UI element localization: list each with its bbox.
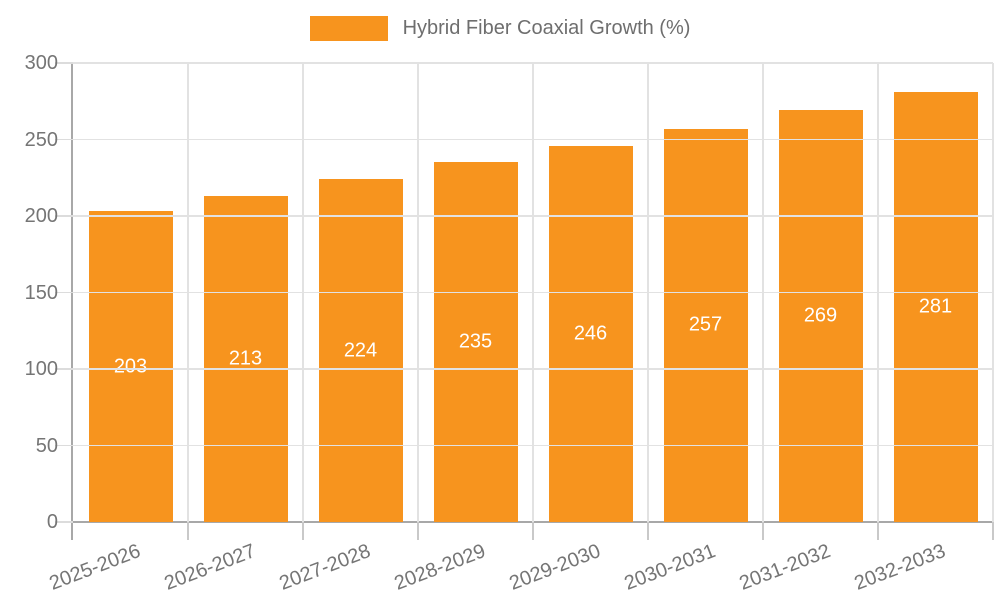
x-axis-line: [71, 521, 993, 523]
bar[interactable]: 246: [548, 145, 633, 522]
x-axis-tick: [187, 522, 189, 540]
legend-item[interactable]: Hybrid Fiber Coaxial Growth (%): [309, 16, 691, 41]
x-axis-tick: [302, 522, 304, 540]
y-axis-tick-label: 150: [24, 281, 58, 304]
y-axis-line: [71, 63, 73, 540]
x-axis-tick: [417, 522, 419, 540]
y-axis-tick: [55, 444, 73, 447]
x-axis-tick-label: 2029-2030: [506, 540, 604, 595]
y-axis-tick: [55, 138, 73, 141]
bar-value-label: 246: [573, 322, 608, 345]
bar[interactable]: 269: [778, 110, 863, 522]
y-axis-tick-label: 100: [24, 358, 58, 380]
bar-value-label: 203: [113, 355, 148, 378]
x-axis-tick: [532, 522, 534, 540]
y-axis-tick: [55, 215, 73, 217]
y-axis-tick-label: 300: [24, 52, 58, 74]
bar-value-label: 213: [228, 347, 263, 370]
y-axis-tick: [55, 291, 73, 294]
x-axis-tick-label: 2025-2026: [46, 540, 144, 595]
x-axis-tick: [647, 522, 649, 540]
y-axis-tick-label: 200: [24, 205, 58, 227]
x-gridline: [417, 63, 419, 522]
x-gridline: [992, 63, 994, 522]
bar-value-label: 281: [918, 295, 953, 318]
bar[interactable]: 281: [893, 92, 978, 522]
bar-value-label: 224: [343, 339, 378, 362]
x-axis-tick-label: 2031-2032: [736, 540, 834, 595]
bar-value-label: 235: [458, 330, 493, 353]
x-axis-tick: [762, 522, 764, 540]
y-axis-tick-label: 250: [24, 128, 58, 151]
legend-swatch-icon: [309, 16, 388, 41]
legend-label: Hybrid Fiber Coaxial Growth (%): [402, 17, 691, 39]
x-axis-tick: [992, 522, 994, 540]
bar-value-label: 269: [803, 304, 838, 327]
y-axis-tick-label: 50: [35, 434, 58, 457]
x-axis-tick-label: 2032-2033: [851, 540, 949, 595]
plot-area: 203 213 224 235 246 257 269 281: [73, 63, 993, 522]
legend: Hybrid Fiber Coaxial Growth (%): [0, 16, 1000, 41]
x-gridline: [187, 63, 189, 522]
y-axis-tick: [55, 62, 73, 64]
x-axis-tick-label: 2030-2031: [621, 540, 719, 595]
bar[interactable]: 224: [318, 179, 403, 522]
bar[interactable]: 213: [203, 196, 288, 522]
x-axis-tick: [877, 522, 879, 540]
x-gridline: [532, 63, 534, 522]
x-gridline: [302, 63, 304, 522]
bar[interactable]: 203: [88, 211, 173, 522]
x-axis-tick-label: 2028-2029: [391, 540, 489, 595]
y-axis-tick: [55, 368, 73, 370]
x-gridline: [762, 63, 764, 522]
x-gridline: [647, 63, 649, 522]
bar-value-label: 257: [688, 313, 723, 336]
x-gridline: [877, 63, 879, 522]
bar[interactable]: 235: [433, 162, 518, 522]
bar[interactable]: 257: [663, 128, 748, 522]
y-axis-tick: [55, 521, 73, 523]
x-axis-tick-label: 2026-2027: [161, 540, 259, 595]
x-axis-tick-label: 2027-2028: [276, 540, 374, 595]
y-axis-tick-label: 0: [46, 511, 58, 533]
